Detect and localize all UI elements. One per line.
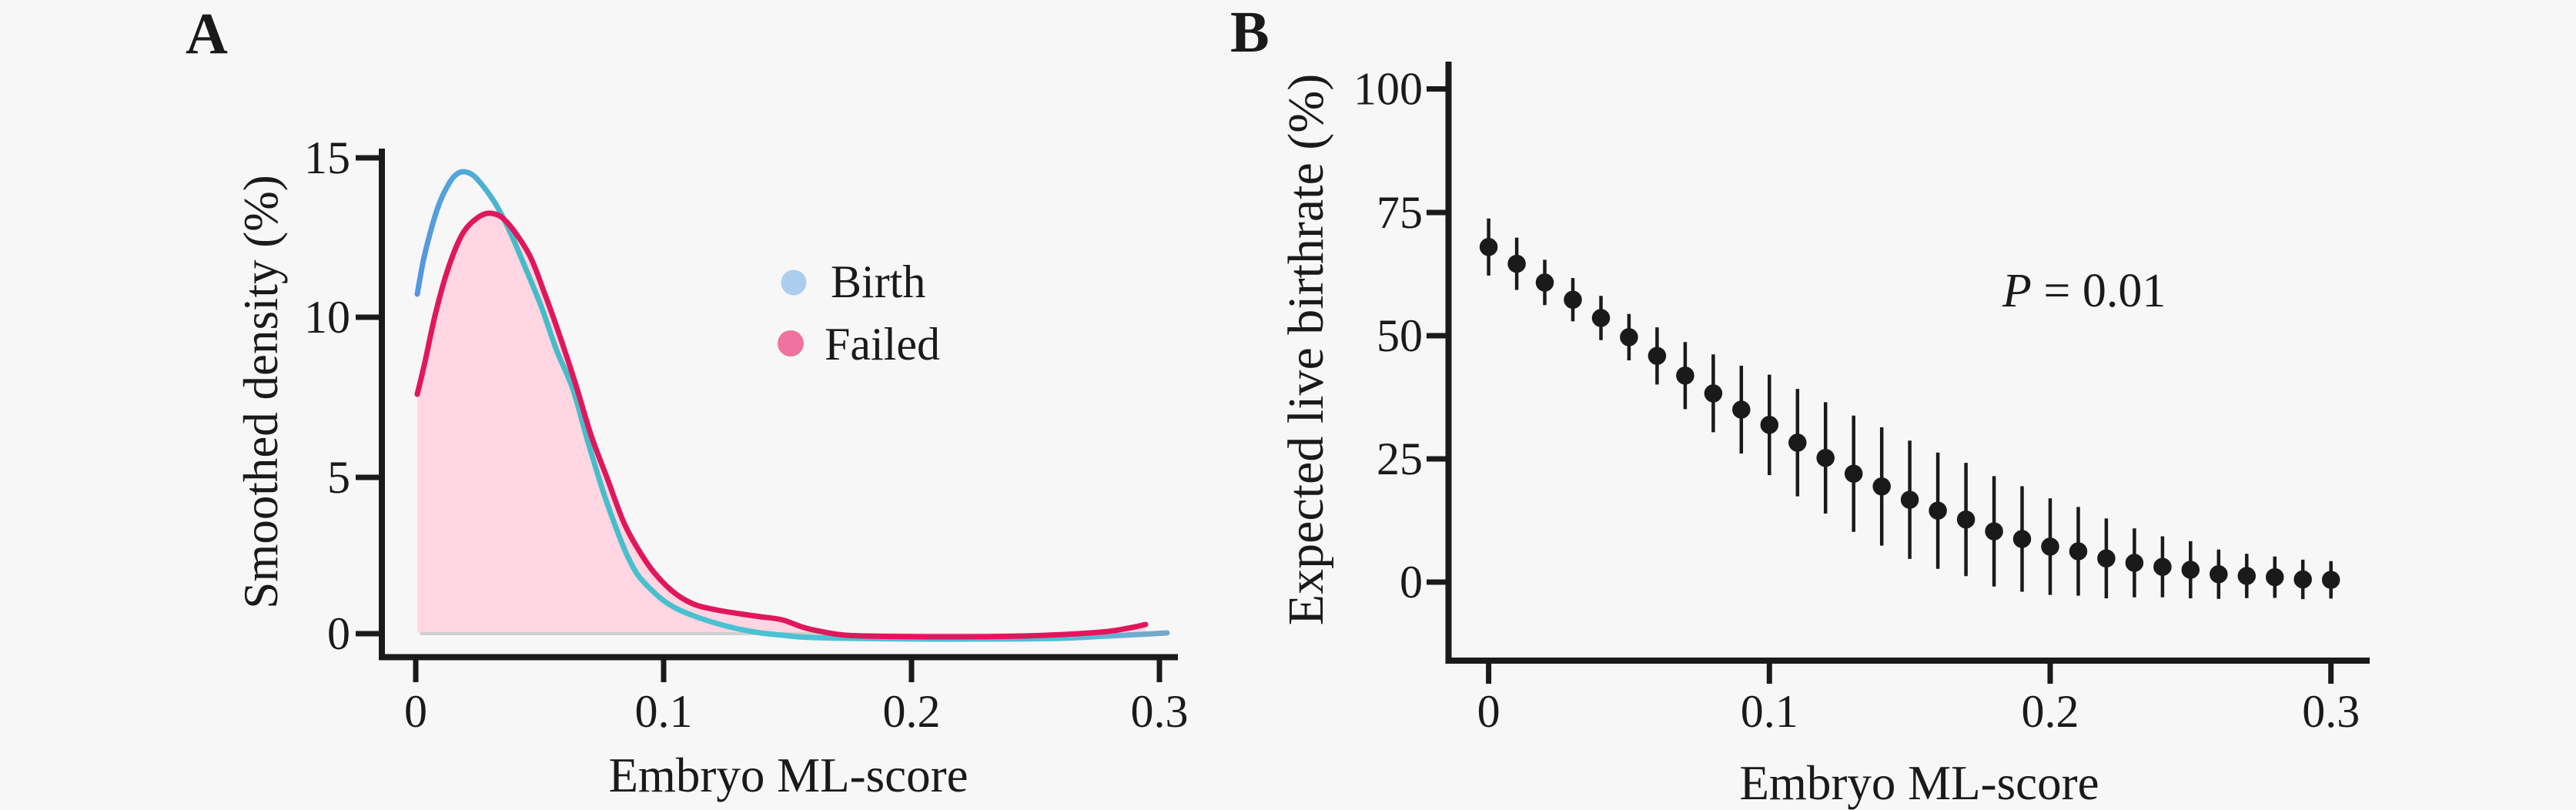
svg-text:0.1: 0.1 (1741, 686, 1798, 737)
svg-text:Failed: Failed (825, 319, 940, 370)
svg-text:0: 0 (1477, 686, 1500, 737)
svg-text:25: 25 (1377, 433, 1423, 484)
svg-text:15: 15 (304, 132, 350, 183)
svg-text:0.2: 0.2 (883, 686, 941, 737)
svg-text:Birth: Birth (831, 256, 925, 307)
svg-text:0.1: 0.1 (635, 686, 693, 737)
svg-text:A: A (186, 2, 228, 66)
svg-text:Embryo ML-score: Embryo ML-score (608, 748, 968, 802)
svg-text:0: 0 (327, 608, 350, 659)
svg-text:0.3: 0.3 (1131, 686, 1189, 737)
svg-text:10: 10 (304, 292, 350, 343)
svg-text:P = 0.01: P = 0.01 (2002, 265, 2166, 317)
svg-text:Smoothed density (%): Smoothed density (%) (234, 175, 288, 608)
svg-text:0.3: 0.3 (2302, 686, 2360, 737)
svg-text:100: 100 (1353, 64, 1423, 115)
svg-text:50: 50 (1377, 310, 1423, 361)
svg-text:0.2: 0.2 (2022, 686, 2079, 737)
svg-text:B: B (1230, 0, 1270, 65)
svg-text:5: 5 (327, 452, 350, 503)
svg-text:Expected live birthrate (%): Expected live birthrate (%) (1278, 74, 1334, 626)
svg-text:75: 75 (1377, 187, 1423, 238)
svg-text:Embryo ML-score: Embryo ML-score (1739, 756, 2099, 810)
svg-text:0: 0 (1400, 557, 1423, 608)
svg-text:0: 0 (404, 686, 427, 737)
